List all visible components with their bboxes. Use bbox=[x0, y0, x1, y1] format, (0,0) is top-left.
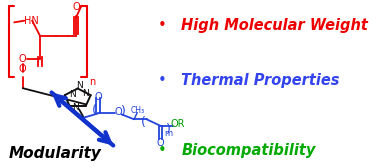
Text: Modularity: Modularity bbox=[9, 146, 101, 161]
Text: OR: OR bbox=[171, 119, 185, 129]
Text: HN: HN bbox=[24, 16, 39, 26]
Text: O: O bbox=[157, 138, 164, 148]
Text: CH₃: CH₃ bbox=[130, 107, 144, 115]
Text: O: O bbox=[72, 2, 80, 12]
Text: N: N bbox=[73, 103, 79, 112]
Text: O: O bbox=[94, 92, 102, 102]
Text: ): ) bbox=[166, 123, 171, 136]
Text: •: • bbox=[158, 143, 167, 158]
Text: N: N bbox=[76, 81, 83, 91]
Text: N: N bbox=[83, 89, 89, 98]
Text: O: O bbox=[19, 64, 26, 74]
Text: High Molecular Weight: High Molecular Weight bbox=[181, 18, 368, 33]
Text: (: ( bbox=[141, 116, 146, 129]
Text: Thermal Properties: Thermal Properties bbox=[181, 73, 340, 88]
Text: •: • bbox=[158, 18, 167, 33]
Text: m: m bbox=[164, 129, 173, 138]
Text: n: n bbox=[89, 77, 95, 87]
Text: O: O bbox=[19, 54, 26, 64]
Text: O: O bbox=[115, 107, 122, 117]
Text: •: • bbox=[158, 73, 167, 88]
Text: Biocompatibility: Biocompatibility bbox=[181, 143, 316, 158]
Text: (: ( bbox=[92, 104, 97, 117]
Text: N: N bbox=[69, 90, 76, 99]
Text: ): ) bbox=[121, 105, 125, 118]
